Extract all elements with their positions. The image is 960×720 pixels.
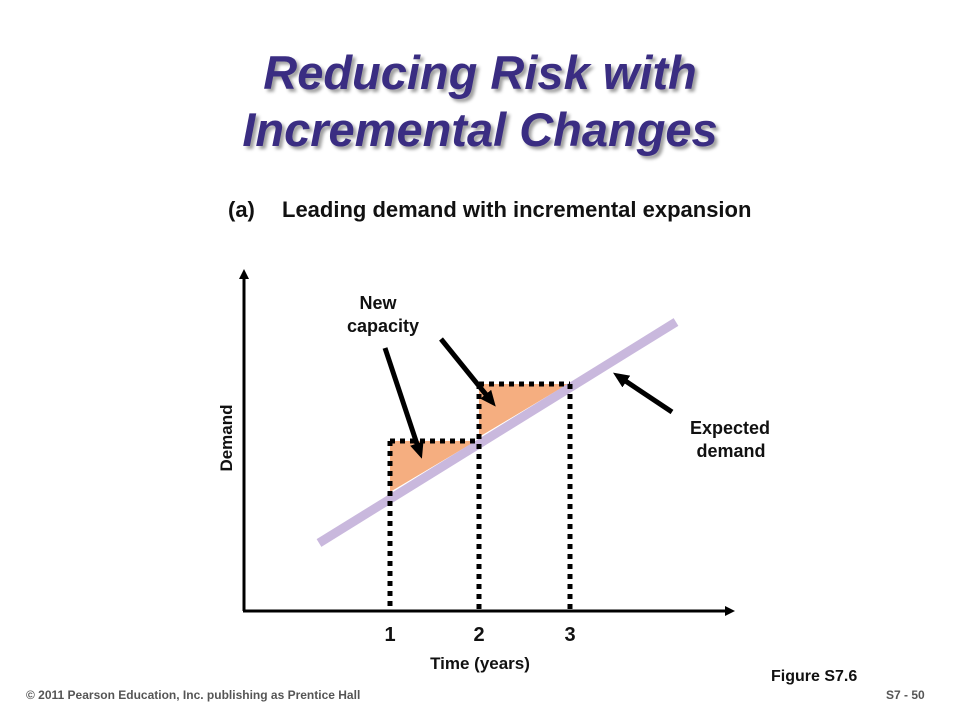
- title-line-2: Incremental Changes: [242, 103, 718, 156]
- page-number: S7 - 50: [886, 688, 925, 702]
- subtitle-letter: (a): [228, 197, 255, 222]
- copyright-footer: © 2011 Pearson Education, Inc. publishin…: [26, 688, 361, 702]
- new-capacity-label-line-1: New: [359, 293, 397, 313]
- expected-demand-label-line-1: Expected: [690, 418, 770, 438]
- title-line-1: Reducing Risk with: [263, 46, 697, 99]
- y-axis-label: Demand: [217, 404, 236, 471]
- new-capacity-arrow-1: [382, 347, 424, 459]
- expected-demand-line: [316, 318, 679, 547]
- new-capacity-label-line-2: capacity: [347, 316, 419, 336]
- figure-reference: Figure S7.6: [771, 668, 858, 685]
- x-tick-3: 3: [564, 624, 575, 646]
- new-capacity-arrow-2: [439, 337, 496, 407]
- expected-demand-label-line-2: demand: [696, 441, 765, 461]
- capacity-gap-fill-2: [479, 384, 568, 437]
- expected-demand-arrow: [613, 372, 674, 415]
- slide-title: Reducing Risk with Incremental Changes: [0, 44, 960, 158]
- capacity-steps: [387, 381, 573, 610]
- x-tick-2: 2: [473, 624, 484, 646]
- x-axis-label: Time (years): [430, 654, 530, 673]
- x-tick-1: 1: [384, 624, 395, 646]
- subtitle-text: Leading demand with incremental expansio…: [282, 197, 752, 222]
